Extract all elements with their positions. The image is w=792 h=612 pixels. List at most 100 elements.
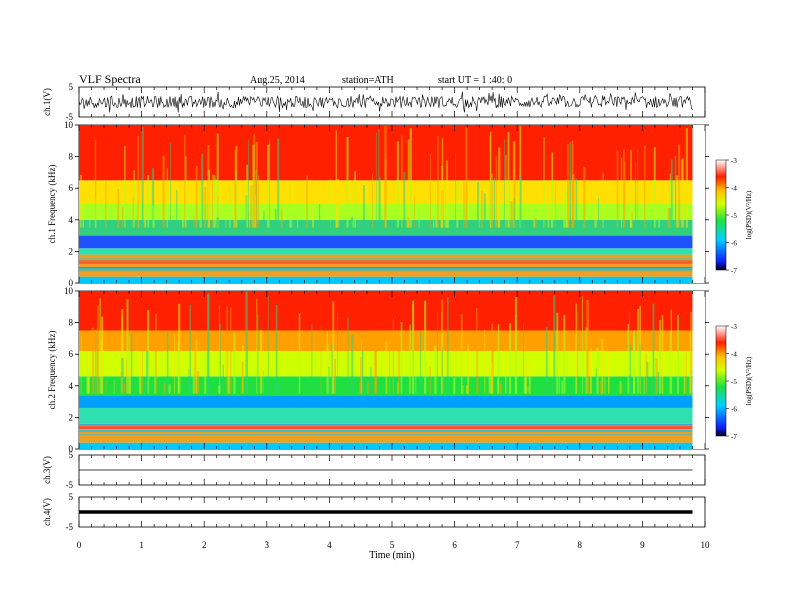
spectrogram-streak [216, 133, 219, 228]
spectrogram-streak [347, 317, 349, 394]
spectrogram-band [79, 248, 693, 255]
spectrogram-streak [505, 350, 507, 394]
spectrogram-band [79, 276, 693, 283]
spectrogram-streak [444, 180, 446, 228]
spectrogram-streak [234, 150, 236, 228]
spectrogram-streak [437, 135, 439, 228]
y-tick-label: 4 [69, 215, 74, 225]
spectrogram-streak [89, 194, 91, 228]
spectrogram-streak [556, 312, 559, 394]
spectrogram-streak [141, 126, 144, 228]
spectrogram-streak [254, 193, 256, 228]
spectrogram-streak [385, 341, 388, 394]
spectrogram-streak [397, 347, 400, 394]
spectrogram-streak [290, 219, 293, 228]
spectrogram-streak [312, 198, 314, 228]
spectrogram-streak [178, 303, 181, 394]
spectrogram-streak [275, 304, 278, 394]
spectrogram-streak [478, 194, 480, 228]
spectrogram-streak [359, 382, 362, 394]
spectrogram-streak [204, 350, 207, 394]
spectrogram-streak [602, 172, 604, 228]
spectrogram-streak [328, 344, 330, 394]
spectrogram-streak [575, 303, 577, 394]
spectrogram-streak [94, 139, 97, 228]
date-label: Aug.25, 2014 [250, 75, 305, 86]
spectrogram-blank [692, 291, 705, 449]
spectrogram-streak [211, 174, 213, 228]
spectrogram-streak [563, 315, 566, 394]
spectrogram-streak [601, 338, 604, 394]
colorbars: -3 -4 -5 -6 -7 log(PSD)(V²/Hz) -3 -4 -5 -6 -7 log(P… [715, 157, 753, 441]
ch3-waveform-ylabel: ch.3(V) [42, 456, 52, 484]
spectrogram-streak [121, 357, 124, 394]
spectrogram-streak [194, 333, 197, 394]
colorbar-tick-label: -7 [731, 433, 737, 441]
spectrogram-streak [563, 207, 565, 228]
spectrogram-streak [658, 319, 661, 394]
spectrogram-streak [548, 198, 550, 228]
spectrogram-streak [413, 198, 415, 228]
spectrogram-streak [604, 366, 606, 394]
spectrogram-streak [586, 299, 589, 394]
spectrogram-streak [166, 331, 169, 394]
spectrogram-streak [326, 331, 328, 394]
spectrogram-streak [409, 324, 411, 394]
y-tick-label: 6 [69, 349, 74, 359]
spectrogram-streak [335, 130, 337, 228]
spectrogram-streak [332, 301, 335, 394]
spectrogram-streak [645, 352, 647, 394]
spectrogram-streak [424, 300, 427, 394]
spectrogram-streak [235, 145, 238, 228]
spectrogram-streak [403, 172, 406, 228]
spectrogram-streak [543, 137, 545, 228]
spectrogram-streak [133, 170, 135, 228]
spectrogram-streak [527, 385, 529, 394]
spectrogram-streak [624, 161, 626, 228]
x-tick-label: 8 [578, 540, 583, 550]
spectrogram-band [79, 291, 693, 331]
spectrogram-streak [589, 348, 592, 394]
spectrogram-streak [637, 308, 639, 394]
spectrogram-band [79, 407, 693, 424]
spectrogram-streak [655, 358, 658, 394]
spectrogram-band [79, 442, 693, 449]
spectrogram-streak [218, 385, 221, 394]
spectrogram-streak [166, 168, 168, 228]
spectrogram-streak [245, 291, 248, 394]
spectrogram-streak [334, 358, 336, 394]
spectrogram-streak [250, 184, 253, 228]
spectrogram-streak [657, 371, 660, 394]
spectrogram-streak [392, 318, 394, 394]
spectrogram-streak [226, 306, 228, 394]
y-tick-label: 5 [69, 492, 74, 502]
spectrogram-streak [195, 339, 198, 394]
spectrogram-streak [338, 179, 340, 228]
ch1-waveform-ylabel: ch.1(V) [42, 88, 52, 116]
spectrogram-streak [644, 145, 646, 228]
y-tick-label: 6 [69, 183, 74, 193]
spectrogram-streak [495, 155, 497, 228]
spectrogram-streak [453, 378, 455, 394]
spectrogram-streak [620, 157, 623, 228]
spectrogram-streak [105, 380, 107, 394]
spectrogram-streak [456, 181, 459, 228]
spectrogram-streak [465, 385, 468, 394]
spectrogram-streak [80, 174, 82, 228]
spectrogram-streak [499, 383, 502, 394]
spectrogram-streak [89, 356, 91, 394]
spectrogram-streak [372, 174, 373, 228]
spectrogram-streak [616, 150, 619, 228]
ch1-spectrogram-ylabel: ch.1 Frequency (kHz) [47, 165, 57, 244]
spectrogram-streak [630, 150, 632, 228]
spectrogram-streak [154, 313, 157, 394]
spectrogram-streak [132, 196, 135, 228]
spectrogram-streak [551, 216, 552, 228]
spectrogram-streak [463, 182, 465, 228]
spectrogram-streak [495, 180, 497, 228]
spectrogram-streak [646, 361, 649, 394]
spectrogram-streak [138, 207, 140, 228]
spectrogram-streak [685, 352, 687, 394]
x-tick-label: 4 [327, 540, 332, 550]
spectrogram-streak [255, 195, 257, 228]
